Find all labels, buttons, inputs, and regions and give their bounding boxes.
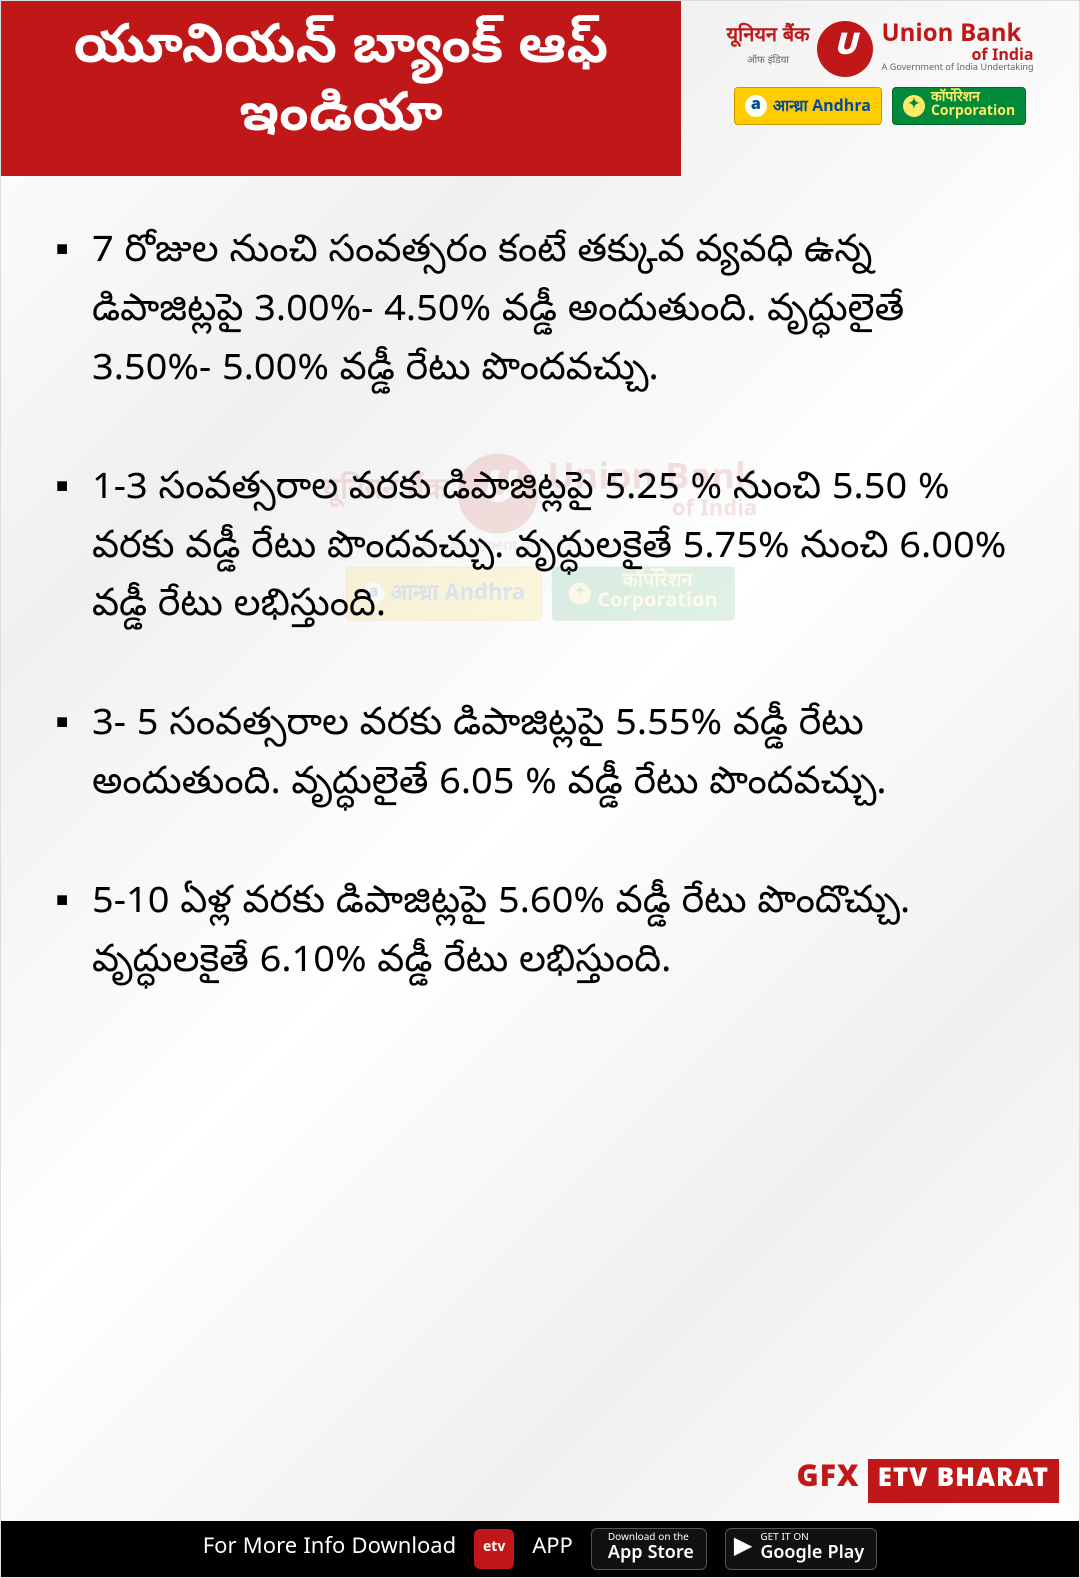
- googleplay-badge[interactable]: ▶ GET IT ON Google Play: [725, 1528, 877, 1570]
- corporation-bank-badge: ✦ कॉर्पोरेशन Corporation: [892, 87, 1026, 125]
- logo-group: यूनियन बैंक ऑफ इंडिया U Union Bank of In…: [681, 1, 1079, 125]
- footer-bar: For More Info Download etv APP Download …: [1, 1521, 1079, 1577]
- ubi-logo-row: यूनियन बैंक ऑफ इंडिया U Union Bank of In…: [726, 21, 1033, 77]
- corporation-icon: ✦: [903, 95, 925, 117]
- ubi-hindi-main: यूनियन बैंक: [726, 24, 809, 51]
- appstore-badge[interactable]: Download on the App Store: [591, 1528, 707, 1570]
- bullet-item: 1-3 సంవత్సరాల వరకు డిపాజిట్లపై 5.25 % ను…: [56, 463, 1024, 640]
- ubi-tagline: A Government of India Undertaking: [881, 65, 1033, 74]
- page: యూనియన్ బ్యాంక్ ఆఫ్ ఇండియా यूनियन बैंक ऑ…: [0, 0, 1080, 1578]
- page-title: యూనియన్ బ్యాంక్ ఆఫ్ ఇండియా: [1, 1, 681, 176]
- bullet-list: 7 రోజుల నుంచి సంవత్సరం కంటే తక్కువ వ్యవధ…: [56, 226, 1024, 995]
- ubi-hindi-sub: ऑफ इंडिया: [747, 54, 789, 68]
- ubi-hindi-text: यूनियन बैंक ऑफ इंडिया: [726, 27, 809, 71]
- bullet-item: 7 రోజుల నుంచి సంవత్సరం కంటే తక్కువ వ్యవధ…: [56, 226, 1024, 403]
- ubi-logo-icon: U: [817, 21, 873, 77]
- gfx-label: GFX: [797, 1461, 860, 1501]
- footer-app-word: APP: [532, 1534, 573, 1564]
- source-tag: GFX ETV BHARAT: [797, 1459, 1059, 1503]
- content-area: यूनियन बैंक U Union Bank of India A Gove…: [1, 176, 1079, 995]
- ubi-english-text: Union Bank of India A Government of Indi…: [881, 25, 1033, 74]
- bullet-item: 3- 5 సంవత్సరాల వరకు డిపాజిట్లపై 5.55% వడ…: [56, 699, 1024, 817]
- header: యూనియన్ బ్యాంక్ ఆఫ్ ఇండియా यूनियन बैंक ऑ…: [1, 1, 1079, 176]
- sub-bank-logos: a आन्ध्रा Andhra ✦ कॉर्पोरेशन Corporatio…: [734, 87, 1026, 125]
- appstore-big: App Store: [608, 1542, 694, 1567]
- etv-bharat-label: ETV BHARAT: [868, 1459, 1059, 1503]
- corp-line2: Corporation: [931, 103, 1015, 122]
- play-big: Google Play: [760, 1542, 864, 1567]
- andhra-icon: a: [745, 95, 767, 117]
- andhra-bank-badge: a आन्ध्रा Andhra: [734, 87, 882, 125]
- andhra-label: आन्ध्रा Andhra: [773, 94, 871, 119]
- bullet-item: 5-10 ఏళ్ల వరకు డిపాజిట్లపై 5.60% వడ్డీ ర…: [56, 877, 1024, 995]
- play-icon: ▶: [734, 1537, 752, 1561]
- etv-app-icon: etv: [474, 1529, 514, 1569]
- footer-text: For More Info Download: [203, 1534, 456, 1564]
- corporation-label: कॉर्पोरेशन Corporation: [931, 92, 1015, 120]
